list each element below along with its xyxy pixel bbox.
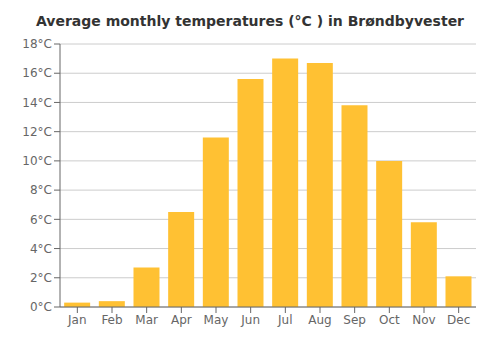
svg-text:Jan: Jan	[67, 313, 87, 327]
svg-text:Sep: Sep	[343, 313, 366, 327]
svg-text:8°C: 8°C	[30, 183, 52, 197]
svg-text:May: May	[204, 313, 229, 327]
svg-text:14°C: 14°C	[22, 96, 52, 110]
svg-text:Jul: Jul	[277, 313, 292, 327]
svg-text:Feb: Feb	[101, 313, 122, 327]
svg-text:2°C: 2°C	[30, 271, 52, 285]
svg-text:6°C: 6°C	[30, 213, 52, 227]
svg-text:Oct: Oct	[379, 313, 400, 327]
svg-text:Nov: Nov	[412, 313, 435, 327]
svg-text:18°C: 18°C	[22, 37, 52, 51]
svg-text:Apr: Apr	[171, 313, 192, 327]
svg-text:Mar: Mar	[135, 313, 158, 327]
html-text:Average monthly temperatures (: Average monthly temperatures (°C ) in Br…	[36, 13, 464, 29]
svg-text:4°C: 4°C	[30, 242, 52, 256]
svg-text:12°C: 12°C	[22, 125, 52, 139]
svg-text:0°C: 0°C	[30, 300, 52, 314]
svg-text:16°C: 16°C	[22, 66, 52, 80]
svg-text:Jun: Jun	[240, 313, 260, 327]
svg-text:10°C: 10°C	[22, 154, 52, 168]
svg-text:Dec: Dec	[447, 313, 470, 327]
svg-text:Aug: Aug	[308, 313, 331, 327]
